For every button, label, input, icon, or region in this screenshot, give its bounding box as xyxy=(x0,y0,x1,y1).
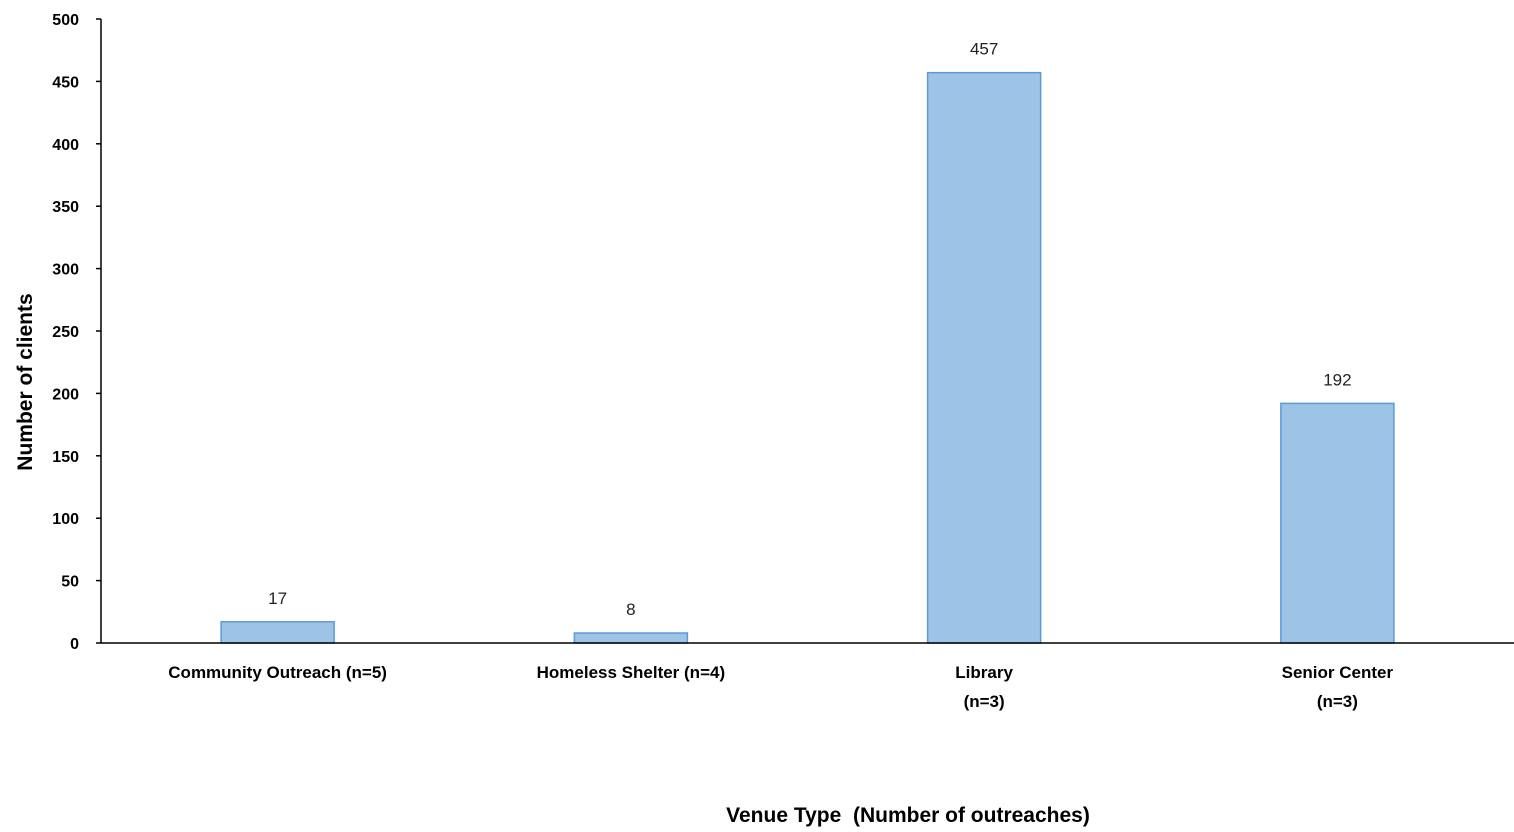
y-tick-label: 500 xyxy=(52,12,79,29)
data-labels: 17 8 457 192 xyxy=(268,40,1351,619)
category-label: (n=3) xyxy=(1317,692,1358,711)
bar xyxy=(220,621,335,644)
data-label: 192 xyxy=(1323,370,1351,389)
y-tick-label: 250 xyxy=(52,324,79,341)
y-tick-label: 0 xyxy=(70,636,79,653)
y-tick-label: 100 xyxy=(52,511,79,528)
category-label: (n=3) xyxy=(964,692,1005,711)
category-label: Community Outreach (n=5) xyxy=(168,663,387,682)
bar xyxy=(573,632,689,644)
y-tick-label: 300 xyxy=(52,262,79,279)
category-label: Homeless Shelter (n=4) xyxy=(537,663,726,682)
data-label: 8 xyxy=(626,600,635,619)
y-tick-label: 200 xyxy=(52,386,79,403)
category-label: Library xyxy=(955,663,1013,682)
bar xyxy=(1280,402,1395,644)
bars xyxy=(220,71,1395,644)
y-tick-label: 50 xyxy=(61,574,79,591)
axes xyxy=(100,19,1514,644)
y-axis-ticks: 0 50 100 150 200 250 300 350 400 450 500 xyxy=(52,12,101,653)
category-labels: Community Outreach (n=5) Homeless Shelter… xyxy=(168,663,1393,711)
y-tick-label: 350 xyxy=(52,199,79,216)
data-label: 457 xyxy=(970,40,998,59)
y-tick-label: 150 xyxy=(52,449,79,466)
y-tick-label: 400 xyxy=(52,137,79,154)
x-axis-title: Venue Type (Number of outreaches) xyxy=(726,804,1090,827)
bar xyxy=(926,71,1042,644)
y-axis-title: Number of clients xyxy=(14,293,37,470)
y-tick-label: 450 xyxy=(52,74,79,91)
data-label: 17 xyxy=(268,589,287,608)
category-label: Senior Center xyxy=(1282,663,1394,682)
